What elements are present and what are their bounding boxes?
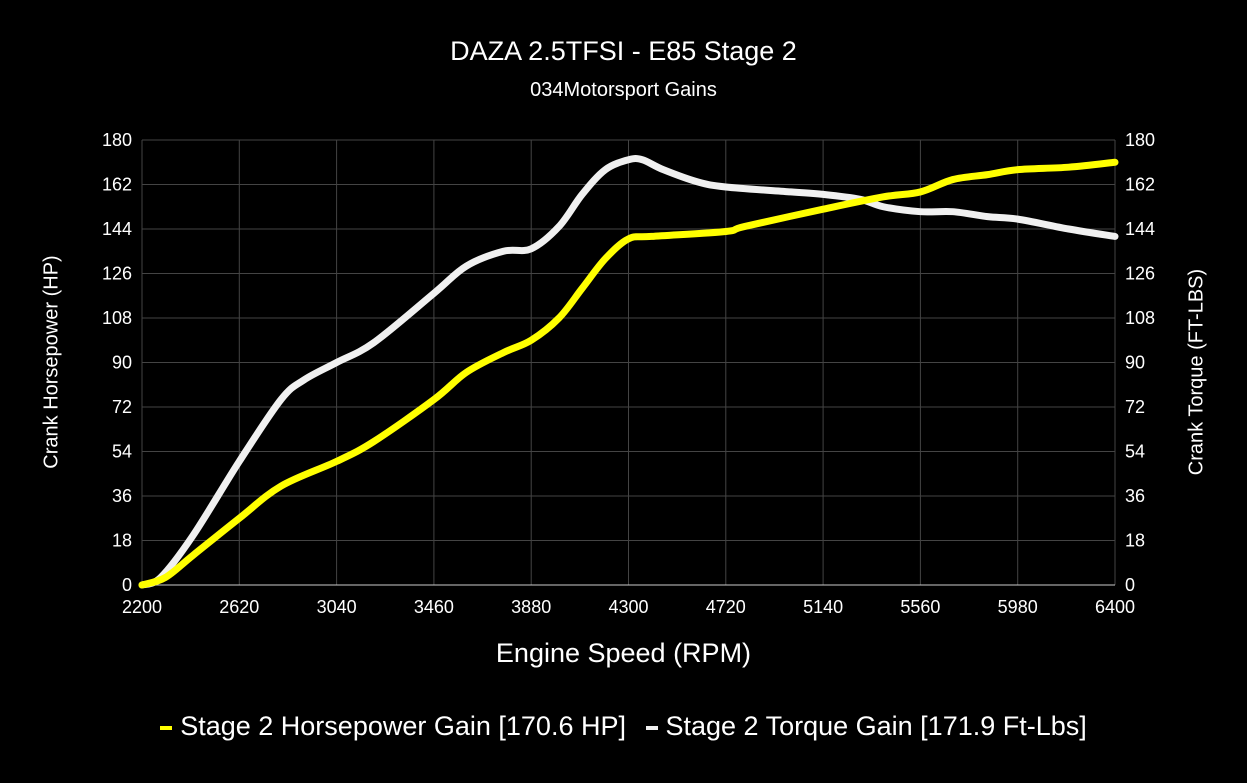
y2-tick-label: 162 xyxy=(1125,175,1155,195)
y2-tick-label: 144 xyxy=(1125,219,1155,239)
y2-tick-label: 108 xyxy=(1125,308,1155,328)
y2-tick-label: 0 xyxy=(1125,575,1135,595)
y-tick-label: 36 xyxy=(112,486,132,506)
y2-tick-label: 18 xyxy=(1125,531,1145,551)
x-axis-label: Engine Speed (RPM) xyxy=(495,638,752,668)
legend: Stage 2 Horsepower Gain [170.6 HP] Stage… xyxy=(0,711,1247,742)
y-tick-label: 162 xyxy=(102,175,132,195)
y2-tick-label: 180 xyxy=(1125,130,1155,150)
x-tick-label: 4720 xyxy=(706,597,746,617)
legend-item-torque: Stage 2 Torque Gain [171.9 Ft-Lbs] xyxy=(645,711,1087,741)
y-tick-label: 126 xyxy=(102,264,132,284)
x-tick-label: 3460 xyxy=(414,597,454,617)
legend-swatch-torque xyxy=(645,725,658,730)
y2-tick-label: 72 xyxy=(1125,397,1145,417)
chart-subtitle: 034Motorsport Gains xyxy=(530,79,717,101)
horsepower-line xyxy=(138,158,1119,589)
y-tick-label: 18 xyxy=(112,531,132,551)
y2-tick-label: 36 xyxy=(1125,486,1145,506)
y-tick-label: 0 xyxy=(122,575,132,595)
x-tick-label: 2620 xyxy=(219,597,259,617)
x-tick-label: 3040 xyxy=(317,597,357,617)
legend-label-horsepower: Stage 2 Horsepower Gain [170.6 HP] xyxy=(180,711,626,741)
legend-label-torque: Stage 2 Torque Gain [171.9 Ft-Lbs] xyxy=(665,711,1087,741)
x-tick-label: 5560 xyxy=(900,597,940,617)
x-tick-label: 5140 xyxy=(803,597,843,617)
x-tick-label: 5980 xyxy=(998,597,1038,617)
legend-item-horsepower: Stage 2 Horsepower Gain [170.6 HP] xyxy=(160,711,626,741)
legend-swatch-horsepower xyxy=(160,725,173,730)
y2-tick-label: 90 xyxy=(1125,353,1145,373)
y-tick-label: 72 xyxy=(112,397,132,417)
x-tick-label: 6400 xyxy=(1095,597,1135,617)
y-tick-label: 90 xyxy=(112,353,132,373)
y2-tick-label: 54 xyxy=(1125,442,1145,462)
chart-title: DAZA 2.5TFSI - E85 Stage 2 xyxy=(450,36,797,66)
torque-line xyxy=(138,155,1119,589)
y-tick-label: 180 xyxy=(102,130,132,150)
y-tick-label: 108 xyxy=(102,308,132,328)
y-tick-label: 54 xyxy=(112,442,132,462)
y2-tick-label: 126 xyxy=(1125,264,1155,284)
y-tick-label: 144 xyxy=(102,219,132,239)
x-tick-label: 2200 xyxy=(122,597,162,617)
x-tick-label: 4300 xyxy=(608,597,648,617)
x-tick-label: 3880 xyxy=(511,597,551,617)
